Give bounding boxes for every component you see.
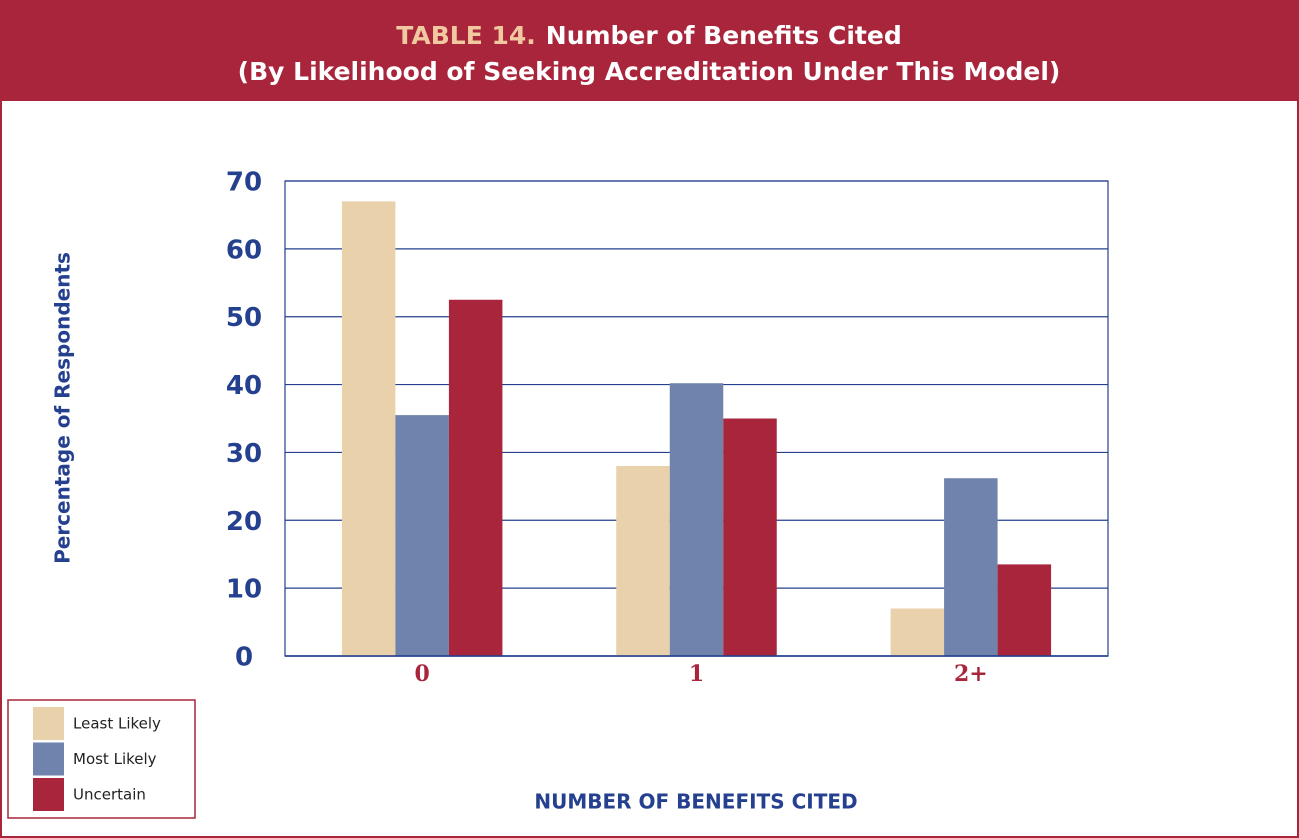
header-band [1, 1, 1298, 101]
legend-label: Uncertain [73, 786, 146, 804]
y-tick-label: 40 [226, 371, 262, 401]
legend-swatch [33, 707, 64, 740]
chart-title: Number of Benefits Cited [546, 21, 902, 50]
bar [944, 478, 998, 656]
bar [723, 418, 777, 656]
y-tick-label: 30 [226, 439, 262, 469]
bar [890, 608, 945, 656]
y-tick-label: 70 [226, 168, 262, 198]
bar [448, 299, 503, 656]
bar [669, 383, 724, 656]
title-line: TABLE 14. Number of Benefits Cited [396, 21, 901, 50]
legend-label: Least Likely [73, 715, 161, 733]
legend-swatch [33, 778, 64, 811]
y-tick-label: 20 [226, 507, 262, 537]
title-label: TABLE 14. [396, 21, 536, 50]
x-tick-label: 2+ [954, 661, 988, 687]
chart-subtitle: (By Likelihood of Seeking Accreditation … [238, 57, 1061, 86]
x-tick-label: 1 [689, 661, 704, 687]
x-tick-label: 0 [415, 661, 430, 687]
bar [395, 415, 449, 656]
bar [341, 201, 396, 656]
y-tick-label: 60 [226, 235, 262, 265]
legend-label: Most Likely [73, 750, 157, 768]
y-tick-label: 0 [235, 643, 253, 673]
y-tick-label: 50 [226, 303, 262, 333]
y-tick-label: 10 [226, 575, 262, 605]
bar [997, 564, 1052, 656]
bar [616, 466, 670, 656]
legend-swatch [33, 742, 64, 776]
y-axis-label: Percentage of Respondents [51, 252, 75, 564]
x-axis-label: NUMBER OF BENEFITS CITED [534, 790, 857, 814]
